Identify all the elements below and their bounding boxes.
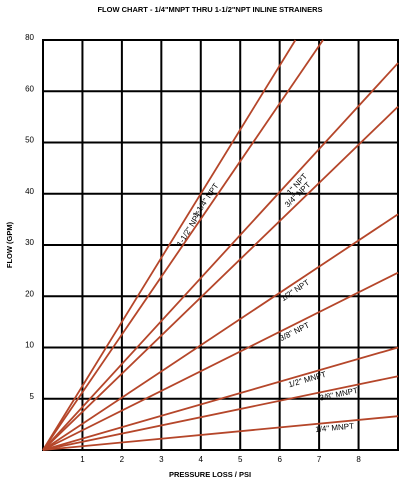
data-line — [42, 105, 399, 451]
y-tick-label: 20 — [25, 289, 34, 298]
data-line — [42, 271, 399, 451]
x-tick-label: 1 — [80, 455, 85, 464]
x-tick-label: 7 — [317, 455, 322, 464]
data-line — [42, 213, 399, 451]
x-axis-label: PRESSURE LOSS / PSI — [169, 470, 251, 479]
x-tick-label: 3 — [159, 455, 164, 464]
data-line — [42, 39, 297, 451]
x-tick-label: 8 — [356, 455, 361, 464]
data-line — [42, 62, 399, 451]
y-axis-label: FLOW (GPM) — [5, 221, 14, 268]
y-tick-label: 40 — [25, 187, 34, 196]
data-line — [42, 415, 399, 451]
y-tick-label: 60 — [25, 84, 34, 93]
y-tick-label: 80 — [25, 33, 34, 42]
y-tick-label: 10 — [25, 341, 34, 350]
x-tick-label: 4 — [199, 455, 204, 464]
data-line — [42, 375, 399, 451]
y-tick-label: 50 — [25, 136, 34, 145]
line-label: 1/2" MNPT — [287, 370, 327, 389]
x-tick-label: 6 — [277, 455, 282, 464]
chart-title: FLOW CHART - 1/4"MNPT THRU 1-1/2"NPT INL… — [97, 5, 322, 14]
x-tick-label: 5 — [238, 455, 243, 464]
x-tick-label: 2 — [120, 455, 125, 464]
data-line — [42, 39, 324, 451]
line-label: 1/4" MNPT — [315, 422, 355, 435]
y-tick-label: 5 — [30, 392, 35, 401]
y-tick-label: 30 — [25, 238, 34, 247]
data-line — [42, 346, 399, 451]
